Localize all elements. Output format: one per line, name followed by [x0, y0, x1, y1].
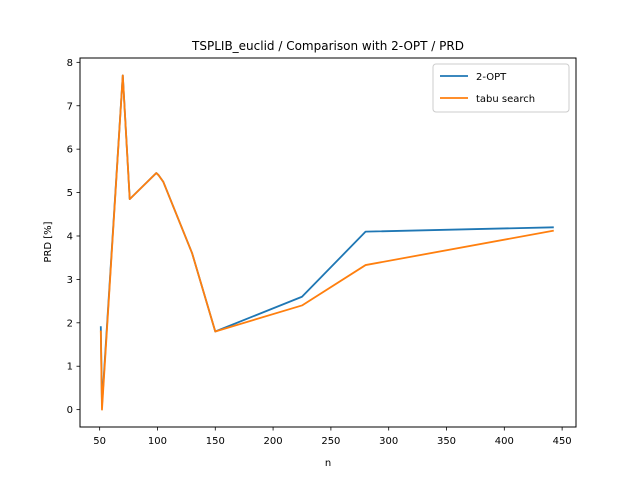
- y-tick-label: 6: [67, 145, 73, 156]
- x-tick-label: 300: [379, 436, 398, 447]
- y-tick-label: 8: [67, 58, 73, 69]
- y-tick-label: 5: [67, 188, 73, 199]
- x-tick-label: 350: [437, 436, 456, 447]
- y-tick-label: 2: [67, 318, 73, 329]
- y-axis-ticks: 0 1 2 3 4 5 6 7 8: [67, 58, 80, 416]
- series-line-tabu-search: [99, 74, 554, 411]
- x-tick-label: 100: [148, 436, 167, 447]
- y-tick-label: 7: [67, 101, 73, 112]
- legend: 2-OPT tabu search: [432, 63, 570, 113]
- x-tick-label: 450: [553, 436, 572, 447]
- y-tick-label: 4: [67, 231, 73, 242]
- x-tick-label: 400: [495, 436, 514, 447]
- series-layer: [99, 74, 554, 411]
- x-axis-label: n: [325, 458, 331, 469]
- plot-area: [79, 57, 577, 428]
- x-tick-label: 50: [93, 436, 106, 447]
- legend-label-2-opt: 2-OPT: [476, 72, 507, 83]
- x-axis-ticks: 50 100 150 200 250 300 350 400 450: [93, 427, 572, 447]
- chart-title: TSPLIB_euclid / Comparison with 2-OPT / …: [191, 39, 464, 53]
- y-axis-label: PRD [%]: [43, 221, 54, 262]
- y-tick-label: 1: [67, 362, 73, 373]
- y-tick-label: 3: [67, 275, 73, 286]
- x-tick-label: 250: [321, 436, 340, 447]
- axes-frame: [79, 57, 577, 428]
- x-tick-label: 150: [206, 436, 225, 447]
- x-tick-label: 200: [264, 436, 283, 447]
- y-tick-label: 0: [67, 405, 73, 416]
- legend-label-tabu-search: tabu search: [476, 94, 535, 105]
